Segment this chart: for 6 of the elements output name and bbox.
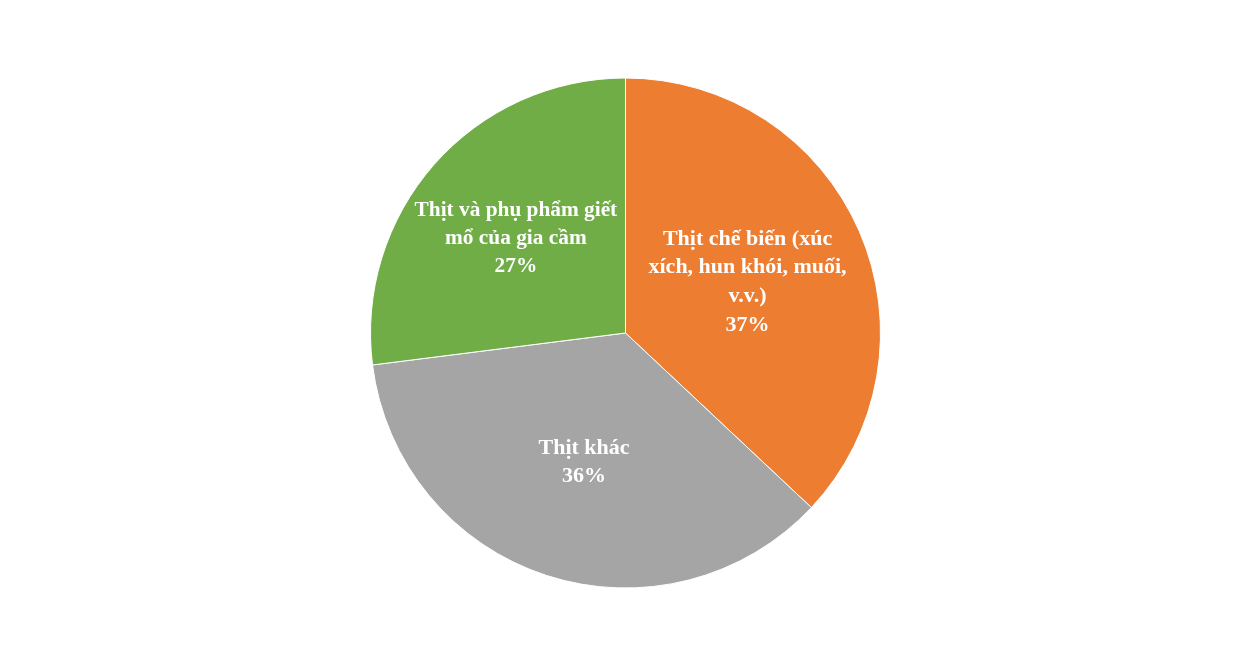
data-label: 36% [562,462,607,488]
data-label: 27% [494,252,538,277]
slice-label: Thịt và phụ phẩm giết mổ của gia cầm [414,197,619,249]
data-label: 37% [725,310,770,336]
slice-label: Thịt khác [538,433,630,459]
slice-label: Thịt chế biến (xúc xích, hun khói, muối, v.v.) [648,224,847,307]
